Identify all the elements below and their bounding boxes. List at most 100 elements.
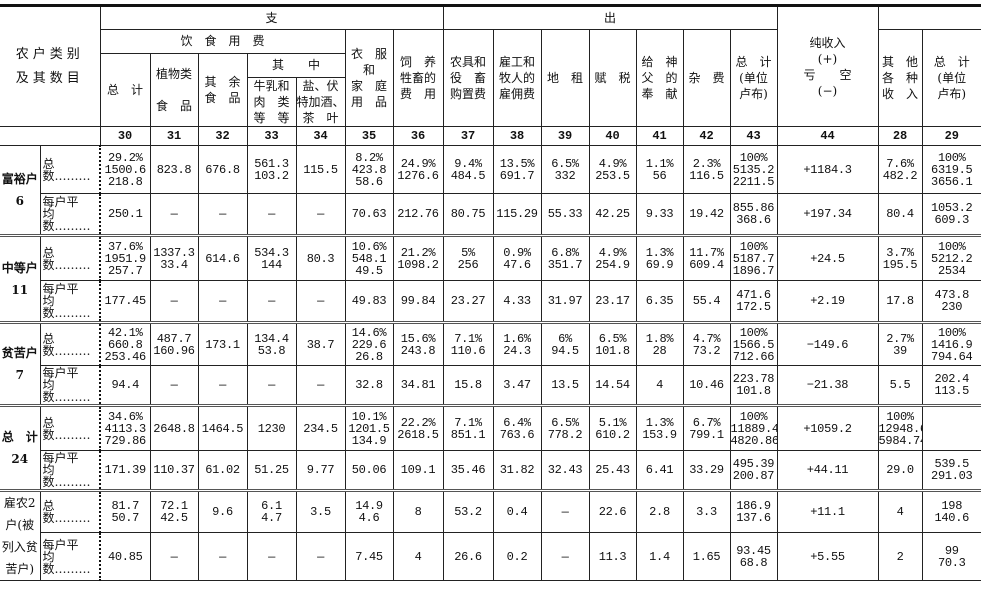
- table-cell-col-28: 7.6% 482.2: [877, 145, 923, 194]
- table-cell-col-35: 10.1% 1201.5 134.9: [344, 404, 394, 451]
- table-cell-col-31: 72.1 42.5: [149, 488, 199, 534]
- table-cell-col-34: 9.77: [295, 450, 346, 491]
- table-cell-col-37: 53.2: [442, 488, 494, 534]
- table-cell-col-42: 6.7% 799.1: [682, 404, 731, 451]
- col-35-header: 衣 服 和 家 庭 用 品: [344, 29, 394, 127]
- table-cell-col-38: 0.9% 47.6: [492, 234, 542, 281]
- table-cell-col-36: 24.9% 1276.6: [392, 145, 444, 194]
- table-cell-col-44: +44.11: [776, 450, 879, 491]
- table-cell-col-30: 250.1: [99, 193, 151, 236]
- table-cell-col-28: 100% 12948.6 5984.74: [877, 404, 923, 451]
- table-cell-col-40: 23.17: [588, 280, 637, 323]
- table-cell-col-36: 8: [392, 488, 444, 534]
- column-number-row: 30 31 32 33 34 35 36 37 38 39 40 41 42 43 44 28 29: [0, 126, 981, 146]
- table-cell-col-30: 81.7 50.7: [99, 488, 151, 534]
- table-cell-col-42: 4.7% 73.2: [682, 321, 731, 366]
- table-cell-col-32: 9.6: [197, 488, 248, 534]
- column-number: 37: [442, 126, 494, 146]
- col-30-header: 总 计: [99, 53, 151, 127]
- table-cell-col-40: 14.54: [588, 365, 637, 406]
- column-number: 38: [492, 126, 542, 146]
- table-cell-col-42: 2.3% 116.5: [682, 145, 731, 194]
- table-cell-col-44: +5.55: [776, 532, 879, 581]
- table-cell-col-40: 11.3: [588, 532, 637, 581]
- table-cell-col-43: 495.39 200.87: [729, 450, 778, 491]
- column-number-label-blank: [0, 126, 101, 146]
- table-cell-col-42: 19.42: [682, 193, 731, 236]
- table-cell-col-38: 1.6% 24.3: [492, 321, 542, 366]
- table-cell-col-40: 22.6: [588, 488, 637, 534]
- table-cell-col-29: 1053.2 609.3: [921, 193, 981, 236]
- table-cell-col-37: 7.1% 851.1: [442, 404, 494, 451]
- table-cell-col-41: 6.35: [635, 280, 684, 323]
- table-cell-col-42: 33.29: [682, 450, 731, 491]
- table-cell-col-44: −149.6: [776, 321, 879, 366]
- table-cell-col-29: 202.4 113.5: [921, 365, 981, 406]
- table-row: 中等户 11 总数……… 37.6% 1951.9 257.7 1337.3 33.4…: [0, 234, 981, 323]
- row-label-total: 总数………: [39, 488, 102, 534]
- table-cell-col-31: 2648.8: [149, 404, 199, 451]
- table-cell-col-28: 3.7% 195.5: [877, 234, 923, 281]
- table-cell-col-43: 100% 5135.2 2211.5: [729, 145, 778, 194]
- table-cell-col-30: 37.6% 1951.9 257.7: [99, 234, 151, 281]
- table-cell-col-35: 14.9 4.6: [344, 488, 394, 534]
- col-38-header: 雇工和 牧人的 雇佣费: [492, 29, 542, 127]
- col-34-header: 盐、伏 特加酒、 茶 叶: [295, 77, 346, 127]
- household-budget-table: 农户类别 及其数目 支 出 纯收入 (+) 亏 空 (−) 饮 食 用 费 衣 …: [0, 4, 981, 581]
- table-cell-col-40: 4.9% 253.5: [588, 145, 637, 194]
- table-cell-col-31: 823.8: [149, 145, 199, 194]
- table-row: 每户平 均数……… 177.45— — — —49.83 99.84 23.27 4.33 31…: [0, 280, 981, 323]
- table-cell-col-42: 10.46: [682, 365, 731, 406]
- table-cell-col-39: 6.5% 778.2: [540, 404, 590, 451]
- table-cell-col-32: 61.02: [197, 450, 248, 491]
- table-cell-col-33: —: [246, 280, 297, 323]
- col-39-header: 地 租: [540, 29, 590, 127]
- table-cell-col-39: 13.5: [540, 365, 590, 406]
- table-cell-col-33: 134.4 53.8: [246, 321, 297, 366]
- table-cell-col-43: 93.45 68.8: [729, 532, 778, 581]
- table-cell-col-32: —: [197, 280, 248, 323]
- table-cell-col-40: 25.43: [588, 450, 637, 491]
- table-cell-col-44: +1059.2: [776, 404, 879, 451]
- expenditure-header-chu: 出: [442, 4, 778, 30]
- table-cell-col-31: 1337.3 33.4: [149, 234, 199, 281]
- column-number: 40: [588, 126, 637, 146]
- table-cell-col-39: 6% 94.5: [540, 321, 590, 366]
- column-number: 28: [877, 126, 923, 146]
- table-cell-col-29: 539.5 291.03: [921, 450, 981, 491]
- column-number: 39: [540, 126, 590, 146]
- table-cell-col-39: —: [540, 488, 590, 534]
- table-cell-col-40: 42.25: [588, 193, 637, 236]
- table-row: 每户平 均数……… 94.4— — — —32.8 34.81 15.8 3.47 13.5 14…: [0, 365, 981, 406]
- column-number: 35: [344, 126, 394, 146]
- table-cell-col-43: 186.9 137.6: [729, 488, 778, 534]
- col-37-header: 农具和 役 畜 购置费: [442, 29, 494, 127]
- household-group-label: 富裕户 6: [0, 145, 40, 236]
- table-cell-col-41: 1.1% 56: [635, 145, 684, 194]
- table-cell-col-38: 6.4% 763.6: [492, 404, 542, 451]
- table-row: 每户平 均数……… 171.39 110.37 61.02 51.25 9.77 50.06…: [0, 450, 981, 491]
- table-cell-col-37: 26.6: [442, 532, 494, 581]
- table-cell-col-41: 4: [635, 365, 684, 406]
- table-cell-col-33: —: [246, 193, 297, 236]
- table-cell-col-42: 11.7% 609.4: [682, 234, 731, 281]
- table-cell-col-29: 473.8 230: [921, 280, 981, 323]
- column-number: 31: [149, 126, 199, 146]
- row-label-per-household: 每户平 均数………: [39, 450, 102, 491]
- table-cell-col-33: 51.25: [246, 450, 297, 491]
- table-cell-col-35: 7.45: [344, 532, 394, 581]
- table-cell-col-38: 0.4: [492, 488, 542, 534]
- table-cell-col-34: 3.5: [295, 488, 346, 534]
- table-cell-col-34: —: [295, 280, 346, 323]
- table-cell-col-44: +11.1: [776, 488, 879, 534]
- table-cell-col-30: 171.39: [99, 450, 151, 491]
- column-number: 30: [99, 126, 151, 146]
- table-cell-col-30: 29.2% 1500.6 218.8: [99, 145, 151, 194]
- table-cell-col-30: 177.45: [99, 280, 151, 323]
- table-cell-col-44: +2.19: [776, 280, 879, 323]
- table-cell-col-39: —: [540, 532, 590, 581]
- table-row: 每户平 均数……… 250.1— — — —70.63 212.76 80.75 115.29…: [0, 193, 981, 236]
- table-cell-col-38: 31.82: [492, 450, 542, 491]
- table-cell-col-41: 1.3% 153.9: [635, 404, 684, 451]
- table-cell-col-31: —: [149, 193, 199, 236]
